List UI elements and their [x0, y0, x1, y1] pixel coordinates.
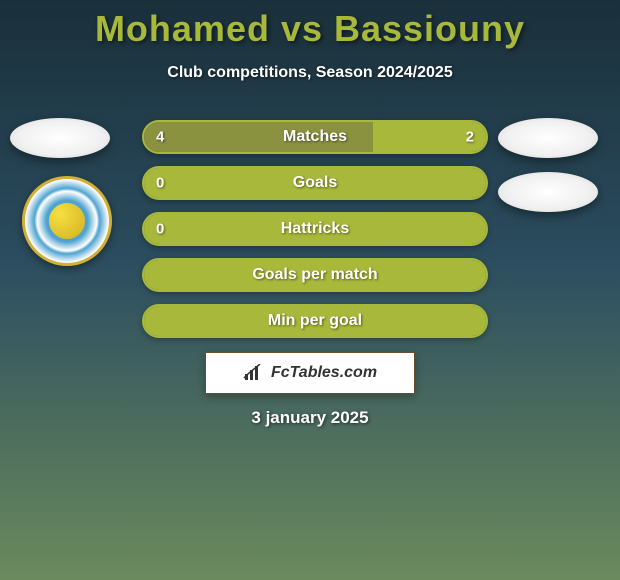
- player-right-avatar-2: [498, 172, 598, 212]
- chart-icon: [243, 364, 265, 382]
- stat-row-mpg: Min per goal: [142, 304, 488, 338]
- stat-row-matches: 4 Matches 2: [142, 120, 488, 154]
- stat-label: Goals per match: [144, 260, 486, 290]
- stat-label: Hattricks: [144, 214, 486, 244]
- player-left-avatar: [10, 118, 110, 158]
- page-title: Mohamed vs Bassiouny: [0, 0, 620, 50]
- attribution-text: FcTables.com: [271, 364, 377, 382]
- date-label: 3 january 2025: [0, 408, 620, 428]
- attribution-box: FcTables.com: [205, 352, 415, 394]
- comparison-bars: 4 Matches 2 0 Goals 0 Hattricks Goals pe…: [142, 120, 488, 350]
- stat-value-right: 2: [466, 129, 474, 146]
- club-badge-left: [22, 176, 112, 266]
- stat-label: Matches: [144, 122, 486, 152]
- stat-row-gpm: Goals per match: [142, 258, 488, 292]
- stat-row-hattricks: 0 Hattricks: [142, 212, 488, 246]
- subtitle: Club competitions, Season 2024/2025: [0, 64, 620, 82]
- club-badge-inner: [47, 201, 87, 241]
- player-right-avatar: [498, 118, 598, 158]
- stat-label: Min per goal: [144, 306, 486, 336]
- stat-row-goals: 0 Goals: [142, 166, 488, 200]
- stat-label: Goals: [144, 168, 486, 198]
